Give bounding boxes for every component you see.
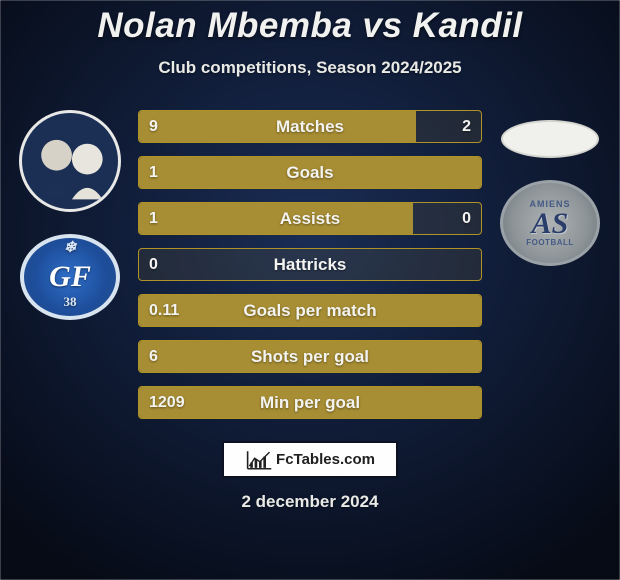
stat-bar: Matches 9 2 <box>138 110 482 143</box>
footer-date: 2 december 2024 <box>241 492 378 512</box>
club-left-number: 38 <box>64 294 77 310</box>
bar-value-left: 0.11 <box>149 302 179 320</box>
page-title: Nolan Mbemba vs Kandil <box>97 6 522 46</box>
stat-bar: Hattricks 0 <box>138 248 482 281</box>
player-avatar-right <box>501 120 599 158</box>
bar-label: Goals per match <box>243 301 376 321</box>
bar-fill <box>139 203 413 234</box>
left-side: ❄ GF 38 <box>10 110 130 320</box>
footer-brand-text: FcTables.com <box>276 451 375 468</box>
player-avatar-left <box>19 110 121 212</box>
stat-bar: Goals per match 0.11 <box>138 294 482 327</box>
stat-bar: Goals 1 <box>138 156 482 189</box>
page-subtitle: Club competitions, Season 2024/2025 <box>158 58 461 78</box>
club-left-abbr: ❄ GF 38 <box>49 260 91 294</box>
bar-value-left: 6 <box>149 348 158 366</box>
bar-value-left: 0 <box>149 256 158 274</box>
bar-label: Matches <box>276 117 344 137</box>
bar-value-left: 1209 <box>149 394 185 412</box>
right-side: AMIENS AS FOOTBALL <box>490 110 610 266</box>
bar-label: Goals <box>286 163 333 183</box>
bar-value-right: 0 <box>462 210 471 228</box>
bar-label: Hattricks <box>274 255 347 275</box>
club-badge-right: AMIENS AS FOOTBALL <box>500 180 600 266</box>
stat-bar: Min per goal 1209 <box>138 386 482 419</box>
bar-label: Shots per goal <box>251 347 369 367</box>
bar-value-right: 2 <box>462 118 471 136</box>
content-wrapper: Nolan Mbemba vs Kandil Club competitions… <box>0 0 620 580</box>
club-right-abbr: AS <box>532 209 569 239</box>
stat-bar: Shots per goal 6 <box>138 340 482 373</box>
comparison-bars: Matches 9 2 Goals 1 Assists 1 0 Hattricks 0 Goals … <box>138 110 482 419</box>
bar-value-left: 9 <box>149 118 158 136</box>
chart-icon <box>245 448 273 472</box>
bar-value-left: 1 <box>149 210 158 228</box>
stat-bar: Assists 1 0 <box>138 202 482 235</box>
bar-value-left: 1 <box>149 164 158 182</box>
bar-label: Assists <box>280 209 340 229</box>
avatar-placeholder-icon <box>22 111 118 211</box>
club-badge-left: ❄ GF 38 <box>20 234 120 320</box>
footer-brand-badge: FcTables.com <box>222 441 398 478</box>
bar-label: Min per goal <box>260 393 360 413</box>
snowflake-icon: ❄ <box>64 238 77 257</box>
club-right-name-bottom: FOOTBALL <box>526 239 574 247</box>
main-row: ❄ GF 38 Matches92Goals1Assists10Hattrick… <box>0 110 620 419</box>
club-left-abbr-text: GF <box>49 260 91 293</box>
